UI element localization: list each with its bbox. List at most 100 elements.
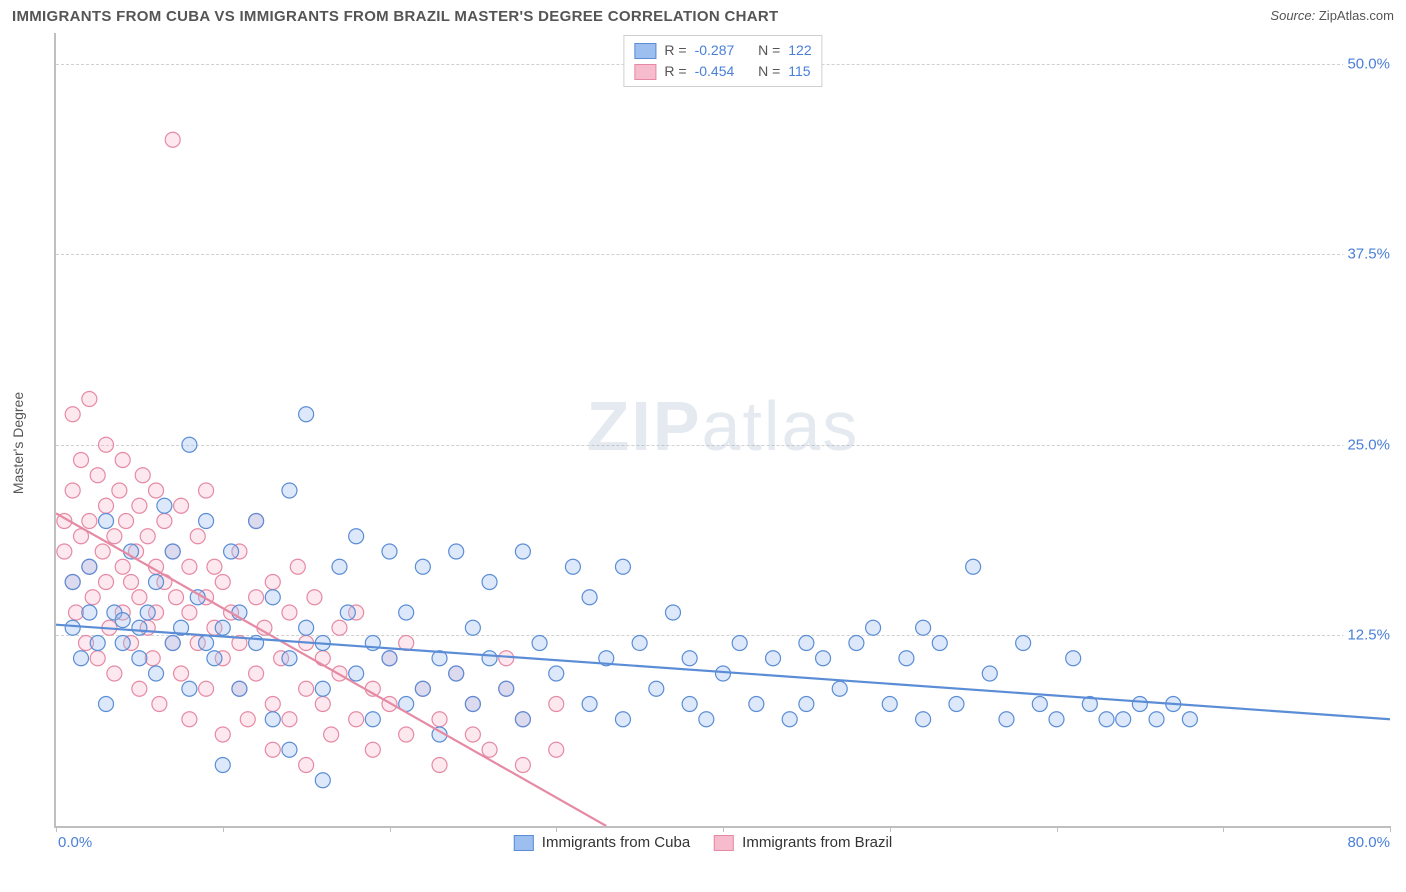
data-point: [315, 697, 330, 712]
data-point: [140, 529, 155, 544]
x-tick: [56, 826, 57, 832]
x-tick: [223, 826, 224, 832]
data-point: [499, 651, 514, 666]
data-point: [82, 514, 97, 529]
data-point: [1016, 636, 1031, 651]
data-point: [349, 712, 364, 727]
data-point: [119, 514, 134, 529]
x-tick: [1223, 826, 1224, 832]
data-point: [207, 559, 222, 574]
data-point: [82, 559, 97, 574]
data-point: [816, 651, 831, 666]
data-point: [615, 559, 630, 574]
data-point: [449, 544, 464, 559]
data-point: [1149, 712, 1164, 727]
data-point: [215, 758, 230, 773]
data-point: [149, 575, 164, 590]
data-point: [399, 605, 414, 620]
data-point: [682, 697, 697, 712]
r-label: R =: [664, 61, 686, 82]
data-point: [240, 712, 255, 727]
data-point: [282, 483, 297, 498]
data-point: [999, 712, 1014, 727]
data-point: [565, 559, 580, 574]
data-point: [299, 758, 314, 773]
r-value-cuba: -0.287: [695, 40, 735, 61]
data-point: [982, 666, 997, 681]
data-point: [82, 392, 97, 407]
data-point: [207, 651, 222, 666]
data-point: [99, 437, 114, 452]
data-point: [307, 590, 322, 605]
r-value-brazil: -0.454: [695, 61, 735, 82]
data-point: [449, 666, 464, 681]
data-point: [124, 575, 139, 590]
data-point: [866, 620, 881, 635]
data-point: [165, 544, 180, 559]
legend-correlation: R = -0.287 N = 122 R = -0.454 N = 115: [623, 35, 822, 87]
legend-row-cuba: R = -0.287 N = 122: [634, 40, 811, 61]
data-point: [115, 453, 130, 468]
source-label: Source:: [1270, 8, 1315, 23]
data-point: [315, 651, 330, 666]
data-point: [224, 544, 239, 559]
data-point: [532, 636, 547, 651]
n-label: N =: [758, 40, 780, 61]
data-point: [135, 468, 150, 483]
data-point: [149, 483, 164, 498]
data-point: [465, 697, 480, 712]
data-point: [165, 132, 180, 147]
data-point: [324, 727, 339, 742]
data-point: [699, 712, 714, 727]
data-point: [157, 514, 172, 529]
data-point: [299, 681, 314, 696]
data-point: [299, 620, 314, 635]
data-point: [90, 651, 105, 666]
trend-line: [56, 513, 606, 826]
data-point: [615, 712, 630, 727]
data-point: [249, 666, 264, 681]
data-point: [215, 575, 230, 590]
data-point: [465, 727, 480, 742]
x-tick: [1057, 826, 1058, 832]
data-point: [99, 514, 114, 529]
data-point: [582, 697, 597, 712]
data-point: [916, 712, 931, 727]
data-point: [1132, 697, 1147, 712]
data-point: [65, 407, 80, 422]
data-point: [1099, 712, 1114, 727]
data-point: [57, 544, 72, 559]
data-point: [315, 681, 330, 696]
data-point: [282, 651, 297, 666]
data-point: [132, 651, 147, 666]
data-point: [432, 712, 447, 727]
data-point: [115, 613, 130, 628]
data-point: [632, 636, 647, 651]
data-point: [290, 559, 305, 574]
data-point: [282, 605, 297, 620]
chart-title: IMMIGRANTS FROM CUBA VS IMMIGRANTS FROM …: [12, 8, 778, 25]
data-point: [190, 529, 205, 544]
data-point: [966, 559, 981, 574]
data-point: [415, 559, 430, 574]
data-point: [99, 575, 114, 590]
data-point: [732, 636, 747, 651]
series-label-cuba: Immigrants from Cuba: [542, 834, 690, 851]
data-point: [382, 544, 397, 559]
data-point: [1182, 712, 1197, 727]
data-point: [549, 742, 564, 757]
legend-item-brazil: Immigrants from Brazil: [714, 834, 892, 851]
data-point: [482, 575, 497, 590]
data-point: [349, 666, 364, 681]
data-point: [132, 590, 147, 605]
scatter-plot: ZIPatlas R = -0.287 N = 122 R = -0.454: [54, 33, 1390, 828]
data-point: [215, 727, 230, 742]
data-point: [65, 575, 80, 590]
data-point: [1116, 712, 1131, 727]
data-point: [582, 590, 597, 605]
data-point: [132, 620, 147, 635]
data-point: [916, 620, 931, 635]
data-point: [107, 529, 122, 544]
data-point: [832, 681, 847, 696]
data-point: [899, 651, 914, 666]
